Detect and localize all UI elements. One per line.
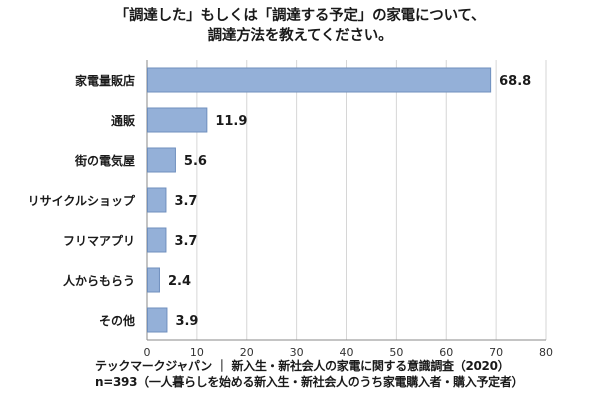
data-label: 3.7 <box>174 234 197 249</box>
x-tick-label: 30 <box>290 346 304 359</box>
category-label: 家電量販店 <box>75 73 135 88</box>
chart-source-note: テックマークジャパン ｜ 新入生・新社会人の家電に関する意識調査（2020） n… <box>95 358 524 390</box>
x-tick-label: 60 <box>439 346 453 359</box>
data-label: 2.4 <box>168 274 191 289</box>
x-tick-label: 10 <box>190 346 204 359</box>
x-tick-label: 20 <box>240 346 254 359</box>
x-tick-label: 70 <box>489 346 503 359</box>
data-label: 68.8 <box>499 74 531 89</box>
bar <box>147 187 167 213</box>
data-label: 3.9 <box>175 314 198 329</box>
bar <box>147 107 208 133</box>
category-label: 街の電気屋 <box>74 153 135 168</box>
bar <box>147 267 160 293</box>
bar <box>147 67 492 93</box>
data-label: 5.6 <box>184 154 207 169</box>
chart-title: 「調達した」もしくは「調達する予定」の家電について、 調達方法を教えてください。 <box>0 6 600 46</box>
category-label: 人からもらう <box>63 273 135 288</box>
sample-size-line: n=393（一人暮らしを始める新入生・新社会人のうち家電購入者・購入予定者） <box>95 375 524 389</box>
category-label: 通販 <box>111 113 136 128</box>
bar <box>147 307 168 333</box>
chart-title-line-2: 調達方法を教えてください。 <box>207 28 393 44</box>
x-tick-label: 40 <box>340 346 354 359</box>
bar <box>147 147 176 173</box>
category-label: リサイクルショップ <box>28 193 136 208</box>
x-tick-label: 50 <box>389 346 403 359</box>
category-label: フリマアプリ <box>63 233 135 248</box>
x-tick-label: 80 <box>539 346 553 359</box>
category-label: その他 <box>99 313 135 328</box>
data-label: 3.7 <box>174 194 197 209</box>
chart-title-line-1: 「調達した」もしくは「調達する予定」の家電について、 <box>114 8 486 24</box>
bar <box>147 227 167 253</box>
x-tick-label: 0 <box>144 346 151 359</box>
data-label: 11.9 <box>215 114 247 129</box>
source-line: テックマークジャパン ｜ 新入生・新社会人の家電に関する意識調査（2020） <box>95 359 510 373</box>
